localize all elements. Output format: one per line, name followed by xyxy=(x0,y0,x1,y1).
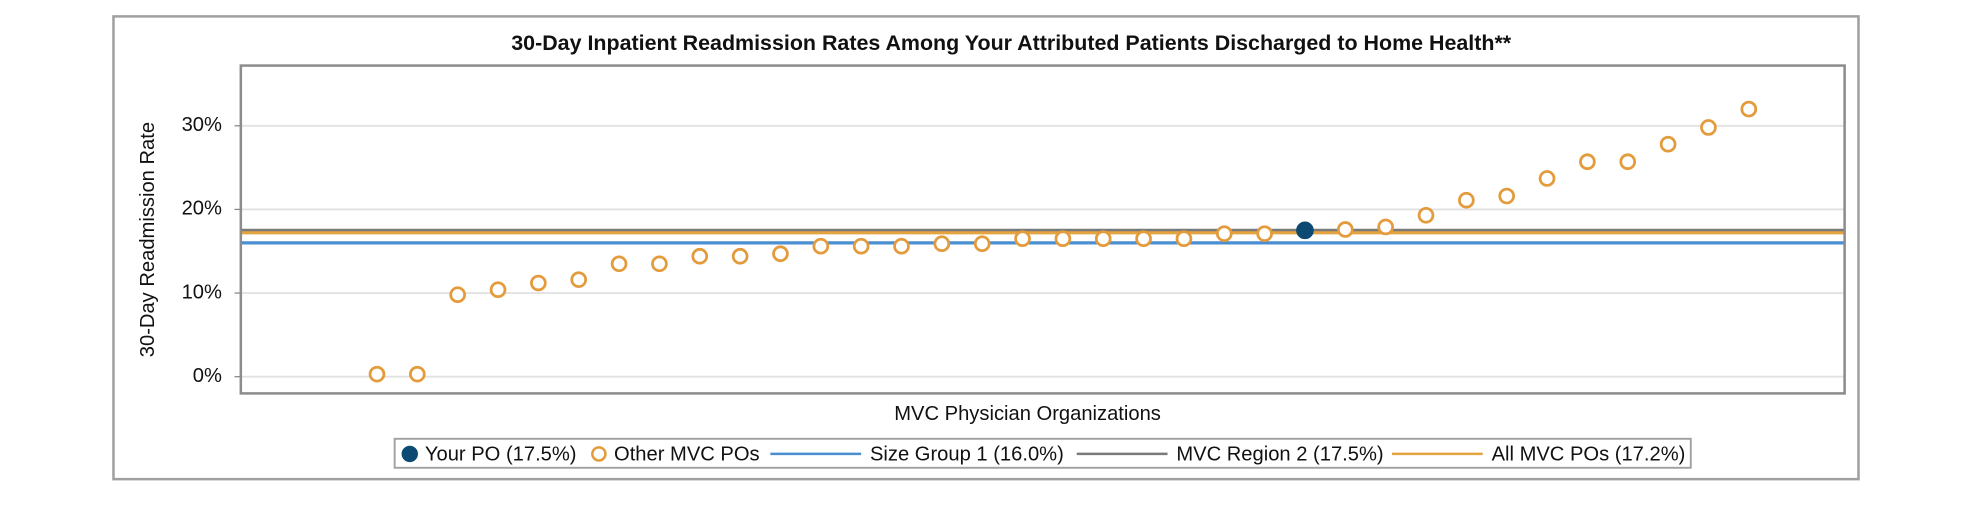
data-point xyxy=(1215,225,1233,242)
legend-label: Your PO (17.5%) xyxy=(425,444,577,466)
data-point xyxy=(812,237,830,255)
data-point xyxy=(1740,100,1758,118)
y-tick-label: 30% xyxy=(182,114,222,136)
data-point xyxy=(1054,230,1072,248)
data-point xyxy=(1094,230,1112,248)
data-point xyxy=(1175,230,1193,248)
x-axis-label: MVC Physician Organizations xyxy=(894,403,1161,425)
plot-area xyxy=(239,64,1846,395)
legend-swatch xyxy=(591,446,607,462)
data-point xyxy=(1135,230,1152,248)
data-point xyxy=(1296,221,1314,240)
legend-label: Size Group 1 (16.0%) xyxy=(870,444,1064,466)
data-point xyxy=(1619,153,1637,171)
data-point xyxy=(409,365,426,383)
data-point xyxy=(449,286,467,304)
data-point xyxy=(1538,170,1556,187)
frame xyxy=(112,15,1860,481)
y-axis-label: 30-Day Readmission Rate xyxy=(137,122,159,357)
chart-title: 30-Day Inpatient Readmission Rates Among… xyxy=(511,31,1512,55)
y-tick-label: 20% xyxy=(182,198,222,220)
data-point xyxy=(1336,221,1354,238)
data-point xyxy=(772,245,789,263)
legend-label: Other MVC POs xyxy=(614,444,760,466)
data-point xyxy=(1700,119,1717,136)
data-point xyxy=(1498,187,1516,205)
y-tick-label: 0% xyxy=(193,365,222,387)
data-point xyxy=(1659,135,1677,153)
data-point xyxy=(933,235,951,253)
data-point xyxy=(1579,153,1596,171)
data-point xyxy=(893,237,910,255)
data-point xyxy=(691,247,709,265)
data-point xyxy=(610,255,628,273)
data-point xyxy=(1417,206,1435,224)
data-point xyxy=(973,235,991,253)
data-point xyxy=(1377,218,1394,236)
data-point xyxy=(1256,225,1273,242)
data-point xyxy=(731,247,749,265)
legend-swatch xyxy=(401,445,418,463)
data-point xyxy=(368,365,386,383)
data-point xyxy=(530,274,547,292)
legend-label: All MVC POs (17.2%) xyxy=(1492,444,1686,466)
y-tick-label: 10% xyxy=(182,281,222,303)
legend-label: MVC Region 2 (17.5%) xyxy=(1176,444,1383,466)
data-point xyxy=(651,255,668,273)
data-point xyxy=(489,281,507,299)
data-point xyxy=(1014,230,1031,248)
data-point xyxy=(1458,191,1475,209)
data-point xyxy=(852,237,870,255)
data-point xyxy=(570,271,588,288)
